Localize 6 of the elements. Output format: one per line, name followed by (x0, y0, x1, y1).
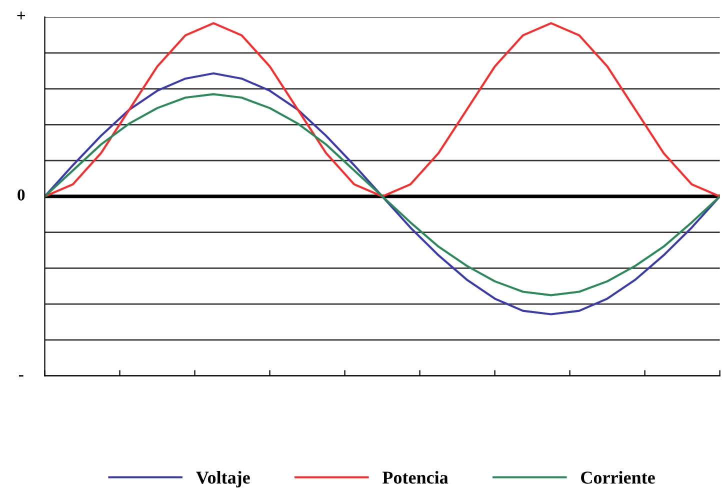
text: 0 (18, 189, 25, 201)
text: - (18, 375, 24, 377)
legend-label: Potencia (382, 471, 448, 484)
legend-label: Corriente (581, 471, 655, 484)
text: + (17, 12, 26, 20)
legend-label: Voltaje (196, 471, 250, 488)
